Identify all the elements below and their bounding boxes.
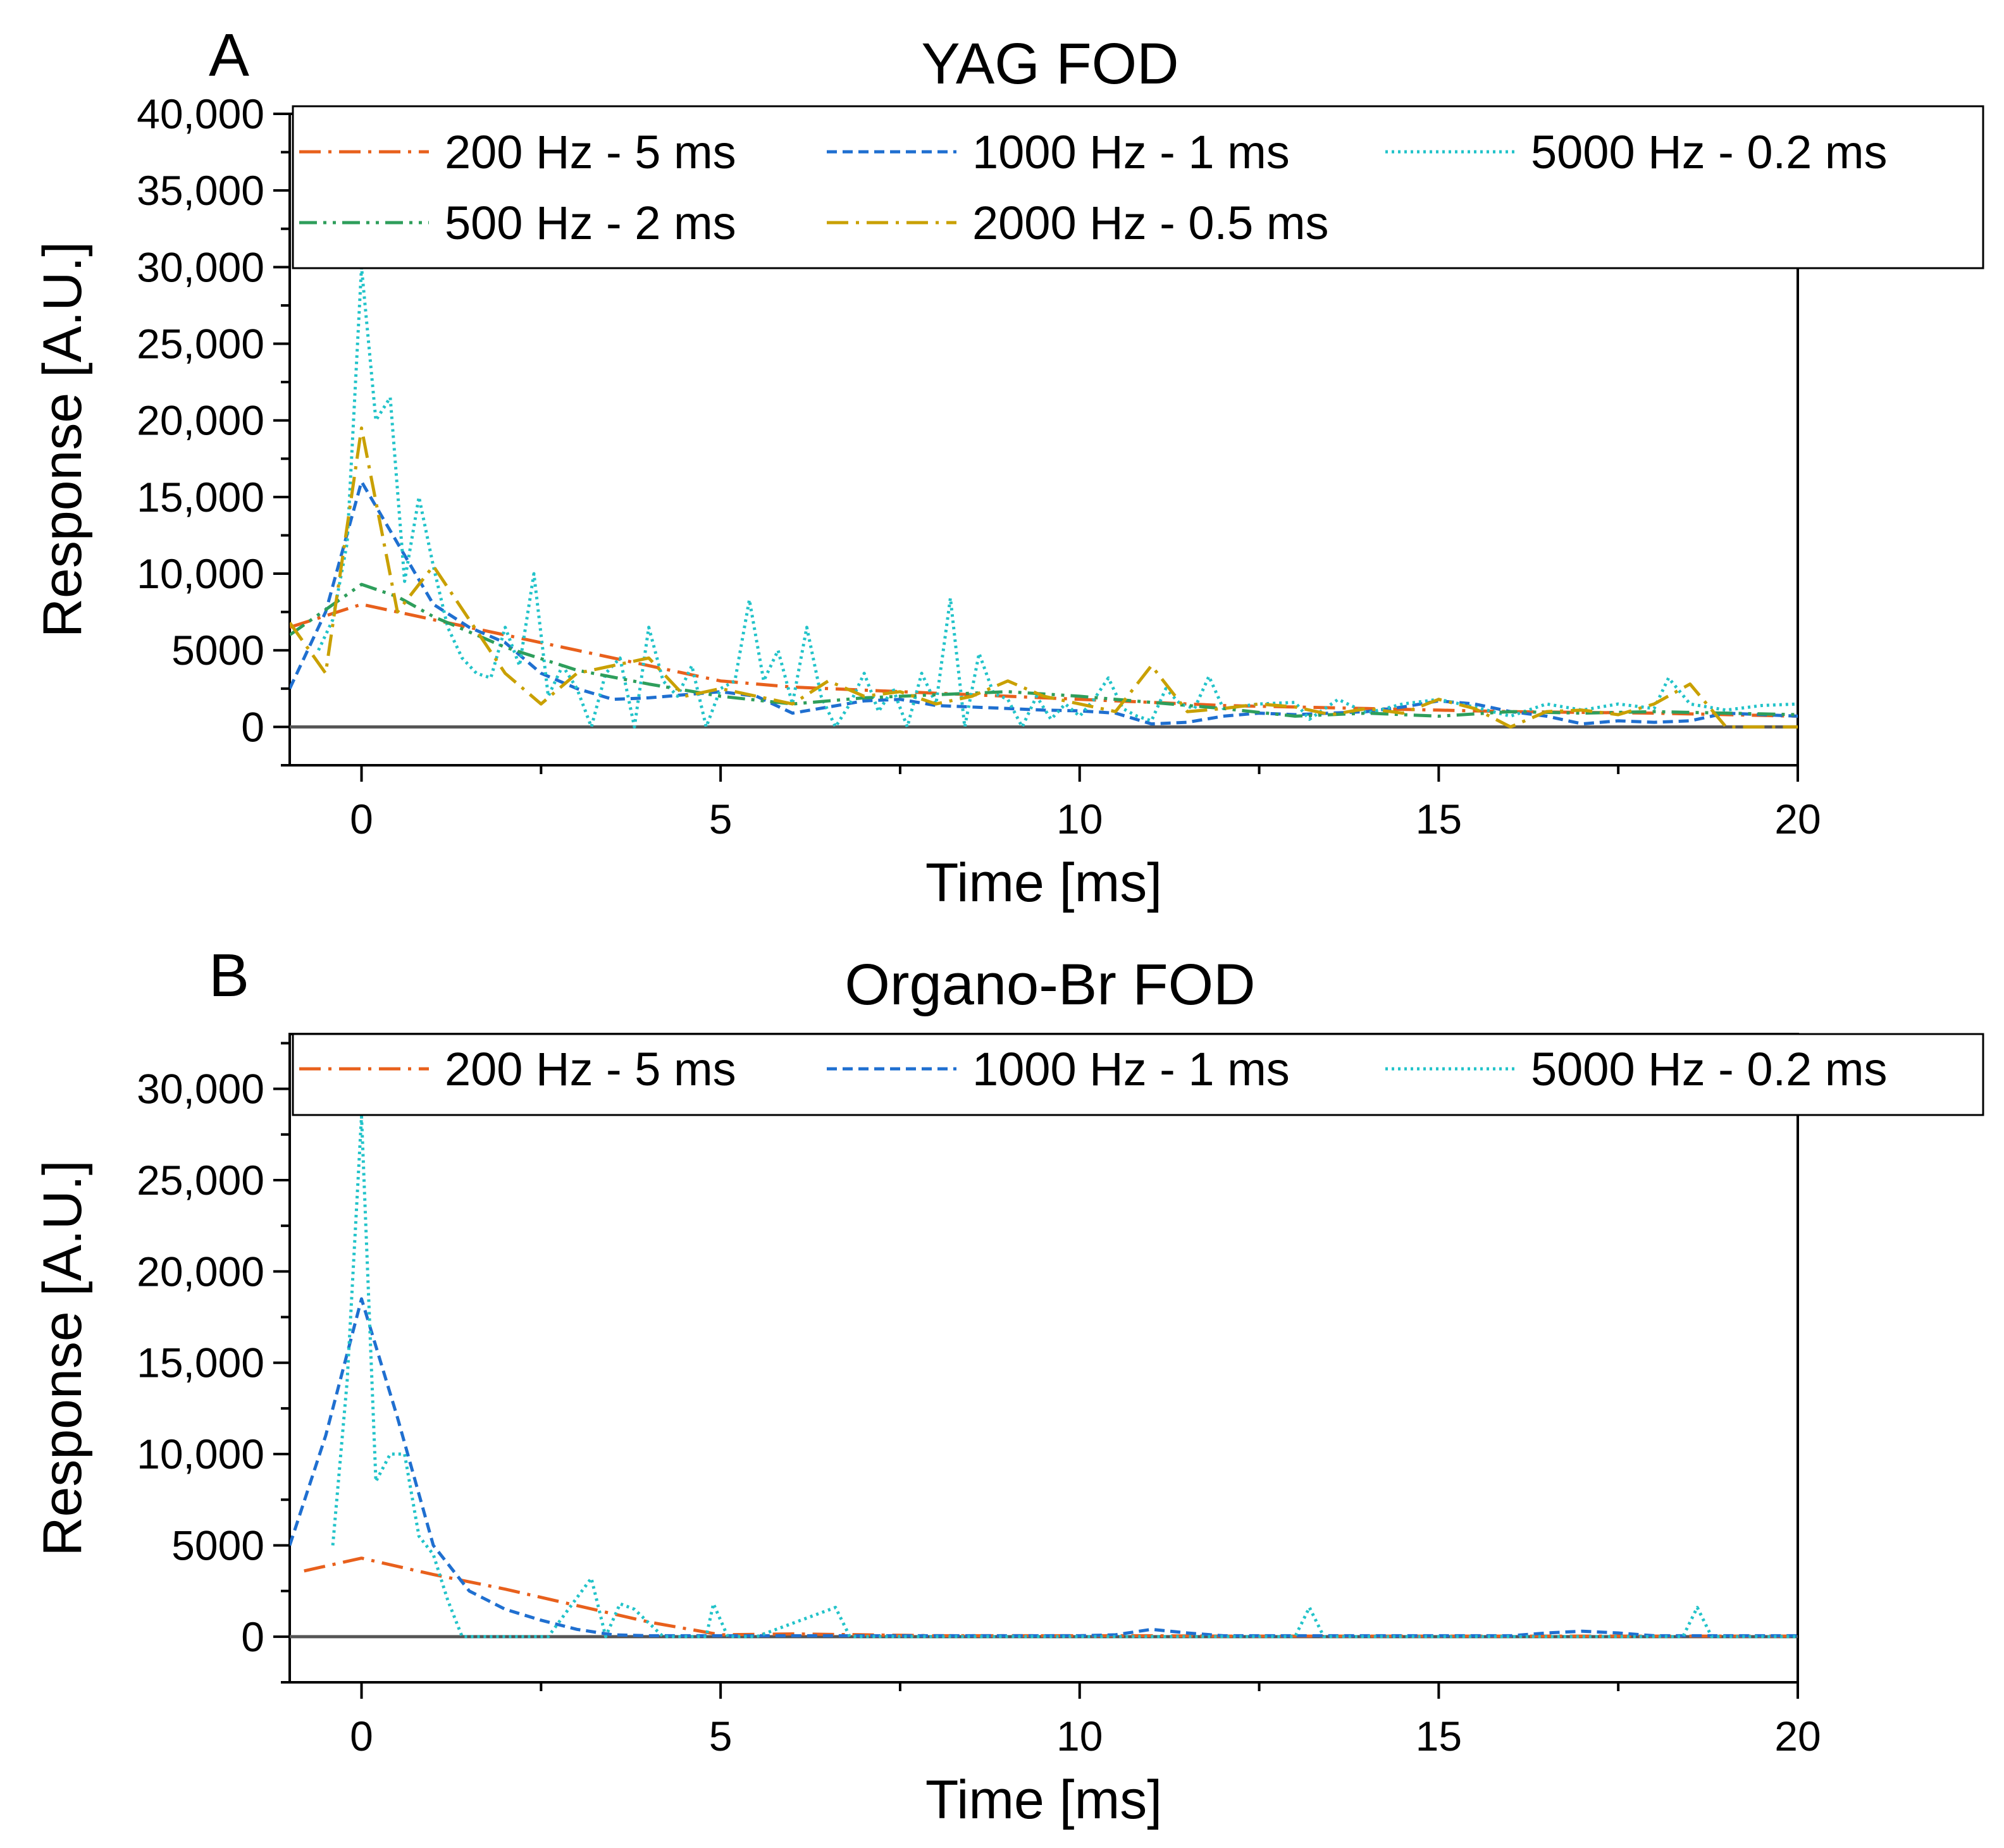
legend-box <box>292 105 1984 269</box>
y-tick-label: 0 <box>241 703 264 750</box>
panel-b: B Organo-Br FOD 0 5 10 15 20 0 5000 10,000 15,000 2… <box>32 942 1984 1830</box>
y-tick-label: 35,000 <box>137 167 264 214</box>
legend-label-1: 1000 Hz - 1 ms <box>972 1043 1290 1095</box>
legend-label-3: 500 Hz - 2 ms <box>445 197 736 249</box>
y-tick-label: 5000 <box>171 627 264 674</box>
y-axis-label: Response [A.U.] <box>32 1160 93 1556</box>
y-tick-label: 15,000 <box>137 474 264 521</box>
y-tick-label: 30,000 <box>137 243 264 290</box>
series-line-4 <box>290 426 1798 729</box>
legend-label-4: 2000 Hz - 0.5 ms <box>972 197 1328 249</box>
x-tick-label: 5 <box>709 796 733 842</box>
x-tick-label: 20 <box>1774 796 1821 842</box>
x-tick-label: 10 <box>1056 1713 1103 1759</box>
legend-label-0: 200 Hz - 5 ms <box>445 126 736 178</box>
x-tick-label: 0 <box>350 796 373 842</box>
chart-title: Organo-Br FOD <box>844 952 1255 1017</box>
y-tick-label: 20,000 <box>137 397 264 444</box>
plot-frame <box>288 1033 1799 1684</box>
series-group <box>290 265 1798 729</box>
legend-box <box>292 1033 1984 1116</box>
y-tick-label: 5000 <box>171 1522 264 1568</box>
series-line-1 <box>290 1297 1798 1637</box>
x-axis-label: Time [ms] <box>925 853 1162 913</box>
y-tick-label: 40,000 <box>137 90 264 137</box>
y-tick-label: 25,000 <box>137 321 264 367</box>
series-line-0 <box>290 603 1798 718</box>
series-line-2 <box>317 265 1798 729</box>
series-line-0 <box>304 1556 1798 1638</box>
x-tick-label: 5 <box>709 1713 733 1759</box>
legend-label-1: 1000 Hz - 1 ms <box>972 126 1290 178</box>
series-line-2 <box>331 1114 1798 1639</box>
x-tick-label: 10 <box>1056 796 1103 842</box>
x-tick-label: 15 <box>1416 1713 1462 1759</box>
y-axis-label: Response [A.U.] <box>32 242 93 638</box>
x-axis-label: Time [ms] <box>925 1770 1162 1830</box>
x-tick-label: 15 <box>1416 796 1462 842</box>
y-tick-label: 20,000 <box>137 1248 264 1295</box>
panel-letter: B <box>209 942 249 1009</box>
legend-label-2: 5000 Hz - 0.2 ms <box>1531 1043 1887 1095</box>
legend-label-2: 5000 Hz - 0.2 ms <box>1531 126 1887 178</box>
series-line-1 <box>290 480 1798 726</box>
x-tick-label: 0 <box>350 1713 373 1759</box>
y-tick-label: 10,000 <box>137 550 264 597</box>
legend: 200 Hz - 5 ms 1000 Hz - 1 ms 5000 Hz - 0.2… <box>292 105 1984 269</box>
y-tick-label: 15,000 <box>137 1340 264 1386</box>
panel-a: A YAG FOD 0 5 10 15 20 0 5000 10,000 15,000 20,000 2… <box>32 22 1984 913</box>
x-tick-label: 20 <box>1774 1713 1821 1759</box>
chart-title: YAG FOD <box>921 32 1178 96</box>
y-tick-label: 0 <box>241 1613 264 1660</box>
legend-label-0: 200 Hz - 5 ms <box>445 1043 736 1095</box>
y-tick-label: 30,000 <box>137 1066 264 1112</box>
legend: 200 Hz - 5 ms 1000 Hz - 1 ms 5000 Hz - 0.2… <box>292 1033 1984 1116</box>
panel-letter: A <box>209 22 249 89</box>
series-group <box>290 1114 1798 1639</box>
y-tick-label: 25,000 <box>137 1157 264 1204</box>
y-tick-label: 10,000 <box>137 1431 264 1477</box>
